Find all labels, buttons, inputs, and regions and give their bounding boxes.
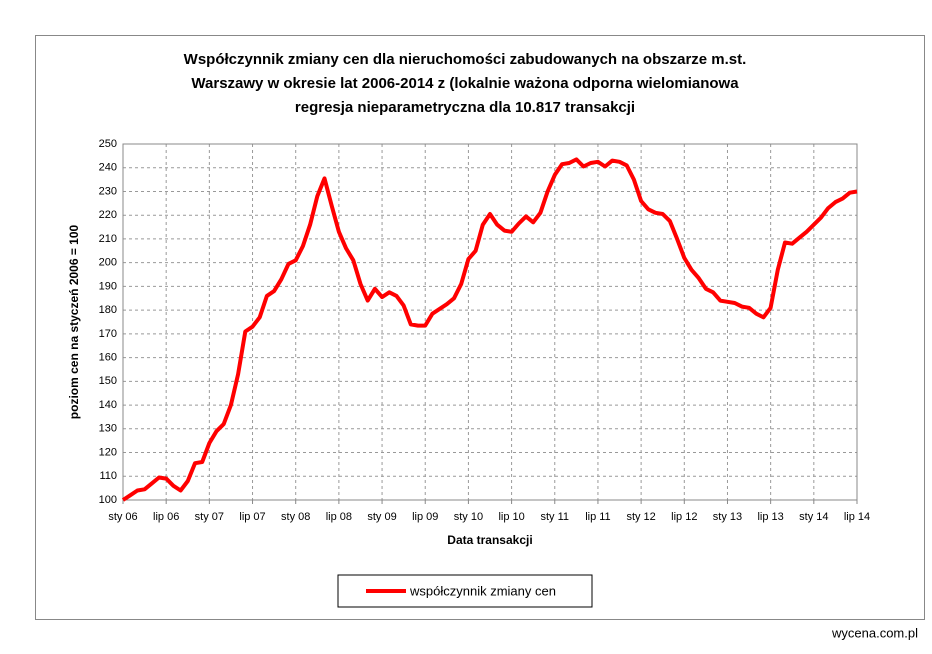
- x-tick-label: lip 09: [412, 511, 438, 523]
- x-tick-label: sty 07: [195, 511, 224, 523]
- y-tick-label: 210: [99, 233, 117, 245]
- x-axis-title: Data transakcji: [447, 533, 532, 547]
- y-tick-label: 110: [99, 470, 117, 482]
- x-tick-label: lip 06: [153, 511, 179, 523]
- x-tick-label: sty 09: [367, 511, 396, 523]
- chart-title: Współczynnik zmiany cen dla nieruchomośc…: [184, 51, 747, 68]
- x-tick-label: sty 06: [108, 511, 137, 523]
- y-tick-label: 100: [99, 494, 117, 506]
- y-tick-label: 150: [99, 375, 117, 387]
- y-tick-label: 190: [99, 280, 117, 292]
- x-tick-label: lip 14: [844, 511, 870, 523]
- x-tick-label: sty 10: [454, 511, 483, 523]
- y-tick-label: 240: [99, 162, 117, 174]
- chart-title: Warszawy w okresie lat 2006-2014 z (loka…: [191, 75, 739, 92]
- y-tick-label: 160: [99, 352, 117, 364]
- y-tick-label: 230: [99, 185, 117, 197]
- y-tick-label: 180: [99, 304, 117, 316]
- y-tick-label: 120: [99, 446, 117, 458]
- chart-border: [35, 35, 925, 620]
- y-tick-label: 200: [99, 257, 117, 269]
- x-tick-label: lip 11: [585, 511, 610, 523]
- chart-title: regresja nieparametryczna dla 10.817 tra…: [295, 99, 635, 116]
- x-tick-label: lip 08: [326, 511, 352, 523]
- x-tick-label: sty 14: [799, 511, 828, 523]
- legend-label: współczynnik zmiany cen: [409, 583, 556, 598]
- x-tick-label: lip 13: [757, 511, 783, 523]
- x-tick-label: sty 08: [281, 511, 310, 523]
- y-tick-label: 170: [99, 328, 117, 340]
- watermark: wycena.com.pl: [831, 625, 918, 640]
- x-tick-label: sty 13: [713, 511, 742, 523]
- x-tick-label: lip 07: [239, 511, 265, 523]
- x-tick-label: lip 12: [671, 511, 697, 523]
- x-tick-label: lip 10: [498, 511, 524, 523]
- x-tick-label: sty 12: [626, 511, 655, 523]
- y-tick-label: 140: [99, 399, 117, 411]
- y-axis-title: poziom cen na styczeń 2006 = 100: [67, 224, 81, 419]
- data-line: [121, 157, 858, 502]
- y-tick-label: 220: [99, 209, 117, 221]
- x-tick-label: sty 11: [540, 511, 569, 523]
- plot-border: [122, 143, 858, 501]
- y-tick-label: 130: [99, 423, 117, 435]
- y-tick-label: 250: [99, 138, 117, 150]
